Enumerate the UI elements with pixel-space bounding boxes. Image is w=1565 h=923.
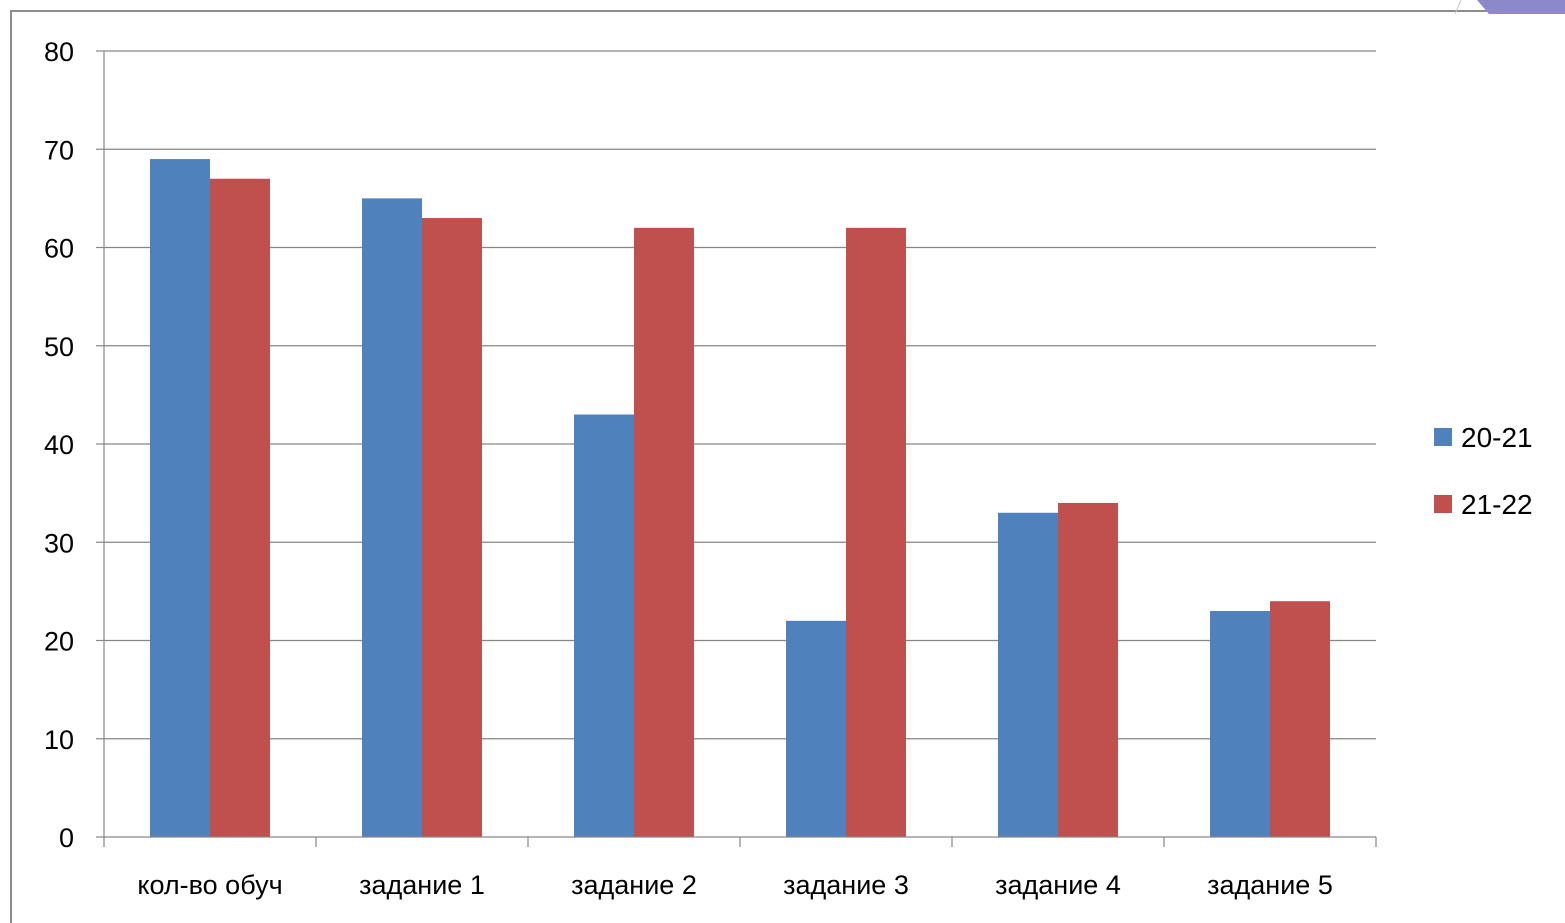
bar-series-2 [846, 227, 906, 838]
x-tick-label: задание 5 [1207, 870, 1333, 900]
bar-series-1 [574, 414, 634, 837]
y-tick-label: 10 [44, 725, 74, 755]
y-tick-label: 60 [44, 234, 74, 264]
bar-series-2 [422, 218, 482, 837]
y-tick-label: 40 [44, 430, 74, 460]
x-tick-labels: кол-во обуч задание 1 задание 2 задание 3 за… [137, 870, 1333, 900]
axes [96, 50, 1377, 847]
x-tick-label: задание 2 [571, 870, 697, 900]
x-tick-label: кол-во обуч [137, 870, 282, 900]
legend-label: 21-22 [1461, 489, 1533, 520]
y-tick-label: 50 [44, 332, 74, 362]
y-tick-labels: 0 10 20 30 40 50 60 70 80 [44, 37, 74, 853]
corner-decoration [1455, 0, 1565, 14]
bar-series-1 [150, 159, 210, 837]
bar-series-2 [1058, 502, 1118, 837]
y-tick-label: 70 [44, 135, 74, 165]
bar-series-1 [998, 512, 1058, 837]
y-tick-label: 0 [59, 823, 74, 853]
x-tick-label: задание 3 [783, 870, 909, 900]
bar-series-2 [1270, 601, 1330, 837]
bar-series-1 [786, 620, 846, 837]
bar-series-2 [210, 178, 270, 838]
bar-series-1 [1210, 611, 1270, 837]
legend-label: 20-21 [1461, 422, 1533, 453]
y-tick-label: 30 [44, 528, 74, 558]
bar-series-1 [362, 198, 422, 837]
bar-series-2 [634, 227, 694, 838]
legend-swatch [1434, 428, 1452, 446]
gridlines [104, 50, 1376, 740]
x-tick-label: задание 1 [359, 870, 485, 900]
legend-swatch [1434, 495, 1452, 513]
legend: 20-21 21-22 [1434, 422, 1533, 520]
x-tick-label: задание 4 [995, 870, 1121, 900]
bars [150, 159, 1330, 838]
y-tick-label: 80 [44, 37, 74, 67]
y-tick-label: 20 [44, 627, 74, 657]
